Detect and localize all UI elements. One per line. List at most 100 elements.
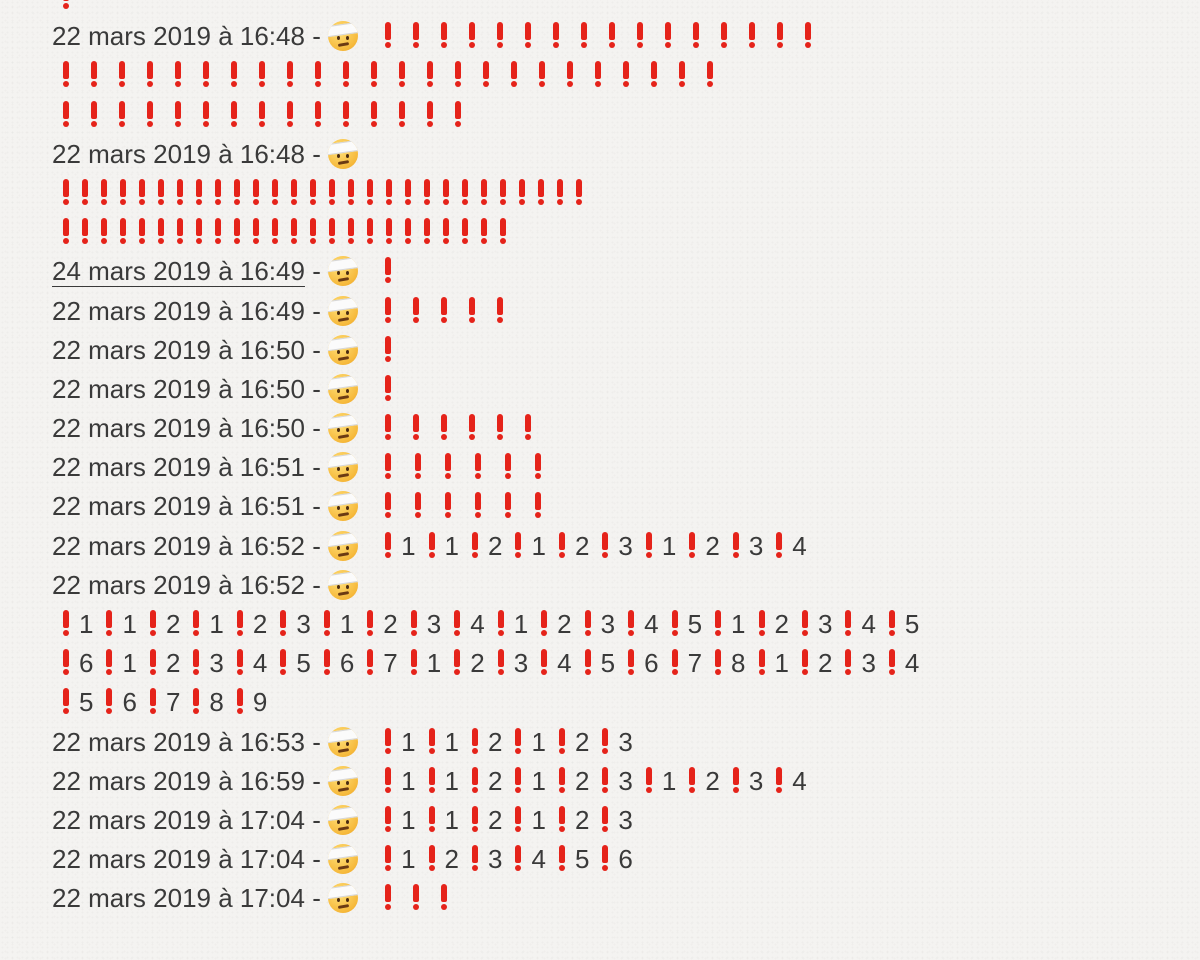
exclamation-mark-icon — [192, 688, 200, 715]
exclamation-mark-icon — [444, 453, 452, 480]
note-line: 22 mars 2019 à 16:49 - — [52, 292, 1162, 331]
count-number: 1 — [774, 648, 789, 679]
exclamation-mark-icon — [384, 374, 392, 401]
count-number: 4 — [904, 648, 920, 679]
count-number: 1 — [401, 726, 416, 757]
exclamation-mark-icon — [410, 649, 418, 676]
exclamation-mark-icon — [230, 100, 238, 127]
count-number: 2 — [488, 530, 503, 561]
exclamation-mark-icon — [414, 453, 422, 480]
exclamation-mark-icon — [202, 100, 210, 127]
exclamation-mark-icon — [645, 766, 653, 793]
exclamation-mark-icon — [678, 61, 686, 88]
timestamp: 22 mars 2019 à 17:04 — [52, 804, 305, 835]
count-number: 9 — [252, 687, 268, 718]
separator: - — [304, 804, 329, 835]
exclamation-mark-icon — [398, 100, 406, 127]
count-number: 6 — [122, 687, 137, 718]
exclamation-mark-icon — [62, 649, 70, 676]
face-with-head-bandage-icon — [328, 765, 359, 796]
exclamation-mark-icon — [440, 414, 448, 441]
exclamation-mark-icon — [176, 218, 184, 245]
note-line: 22 mars 2019 à 16:50 - — [52, 409, 1162, 448]
exclamation-mark-icon — [384, 805, 392, 832]
count-number: 7 — [165, 687, 181, 718]
exclamation-mark-icon — [580, 22, 588, 49]
exclamation-mark-icon — [290, 218, 298, 245]
exclamation-mark-icon — [233, 218, 241, 245]
exclamation-mark-icon — [258, 61, 266, 88]
count-number: 5 — [574, 844, 590, 875]
exclamation-mark-icon — [384, 414, 392, 441]
exclamation-mark-icon — [601, 727, 609, 754]
exclamation-mark-icon — [775, 766, 783, 793]
exclamation-mark-icon — [323, 610, 331, 636]
exclamation-mark-icon — [524, 414, 532, 441]
timestamp: 22 mars 2019 à 16:48 — [52, 21, 305, 52]
exclamation-mark-icon — [138, 218, 146, 245]
exclamation-mark-icon — [636, 22, 644, 49]
count-number: 1 — [444, 804, 460, 835]
exclamation-mark-icon — [575, 178, 583, 205]
separator: - — [304, 138, 329, 169]
exclamation-mark-icon — [252, 178, 260, 205]
note-line: 22 mars 2019 à 16:52 - — [52, 566, 1162, 605]
exclamation-mark-icon — [758, 649, 766, 676]
exclamation-mark-icon — [844, 649, 852, 676]
exclamation-mark-icon — [342, 100, 350, 127]
exclamation-mark-icon — [558, 845, 566, 872]
exclamation-mark-icon — [468, 414, 476, 441]
timestamp[interactable]: 24 mars 2019 à 16:49 — [52, 256, 305, 287]
count-number: 2 — [705, 530, 720, 561]
exclamation-mark-icon — [309, 178, 317, 205]
exclamation-mark-icon — [468, 296, 476, 323]
face-with-head-bandage-icon — [328, 138, 359, 169]
count-number: 1 — [444, 765, 460, 796]
count-number: 1 — [444, 530, 460, 561]
exclamation-mark-icon — [174, 100, 182, 127]
exclamation-mark-icon — [775, 531, 783, 558]
timestamp: 22 mars 2019 à 16:53 — [52, 726, 305, 757]
count-number: 2 — [705, 765, 720, 796]
face-with-head-bandage-icon — [328, 530, 359, 561]
exclamation-mark-icon — [524, 22, 532, 49]
count-number: 5 — [79, 687, 94, 718]
exclamation-mark-icon — [510, 61, 518, 88]
count-number: 1 — [401, 765, 416, 796]
count-number: 3 — [618, 804, 633, 835]
note-body[interactable]: 22 mars 2019 à 16:48 - 22 mars 2019 à 16… — [52, 0, 1162, 919]
exclamation-mark-icon — [440, 884, 448, 911]
exclamation-mark-icon — [62, 610, 70, 636]
face-with-head-bandage-icon — [328, 452, 359, 483]
exclamation-mark-icon — [81, 178, 89, 205]
exclamation-mark-icon — [414, 492, 422, 519]
exclamation-mark-icon — [192, 649, 200, 676]
exclamation-mark-icon — [454, 100, 462, 127]
exclamation-mark-icon — [552, 22, 560, 49]
exclamation-mark-icon — [366, 610, 374, 636]
exclamation-mark-icon — [471, 766, 479, 793]
exclamation-mark-icon — [105, 688, 113, 715]
exclamation-mark-icon — [404, 178, 412, 205]
count-number: 1 — [426, 648, 442, 679]
timestamp: 22 mars 2019 à 17:04 — [52, 883, 305, 914]
exclamation-mark-icon — [608, 22, 616, 49]
note-line: 22 mars 2019 à 16:51 - — [52, 487, 1162, 526]
count-number: 6 — [79, 648, 94, 679]
exclamation-mark-icon — [558, 727, 566, 754]
exclamation-mark-icon — [471, 531, 479, 558]
exclamation-mark-icon — [323, 649, 331, 676]
exclamation-mark-icon — [556, 178, 564, 205]
exclamation-mark-icon — [62, 0, 70, 9]
exclamation-mark-icon — [474, 453, 482, 480]
exclamation-mark-icon — [428, 845, 436, 872]
face-with-head-bandage-icon — [328, 373, 359, 404]
face-with-head-bandage-icon — [328, 334, 359, 365]
exclamation-mark-icon — [601, 531, 609, 558]
exclamation-mark-icon — [601, 845, 609, 872]
count-number: 2 — [252, 609, 268, 639]
exclamation-mark-icon — [514, 805, 522, 832]
face-with-head-bandage-icon — [328, 256, 359, 287]
exclamation-mark-icon — [776, 22, 784, 49]
exclamation-mark-icon — [428, 766, 436, 793]
